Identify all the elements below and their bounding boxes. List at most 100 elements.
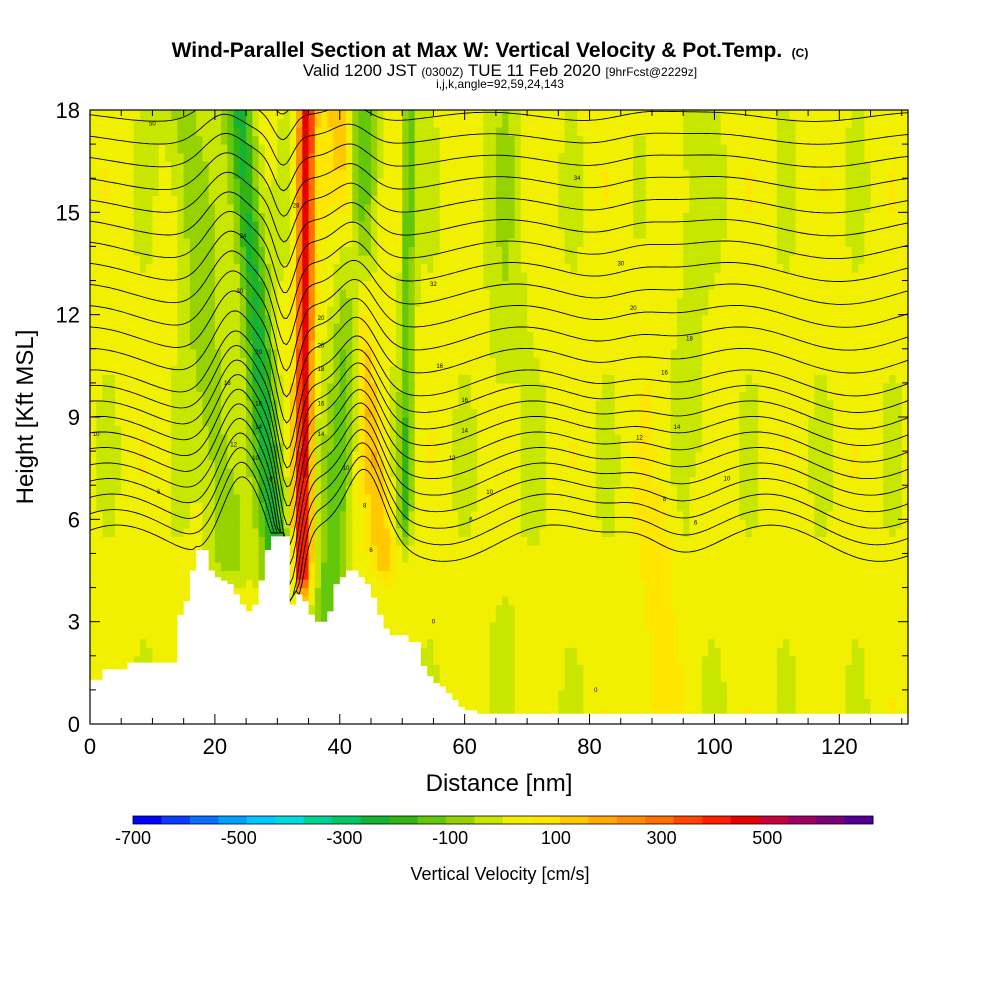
velocity-cell — [102, 408, 110, 418]
velocity-cell — [221, 365, 228, 375]
velocity-cell — [339, 212, 347, 222]
velocity-cell — [464, 272, 472, 282]
velocity-cell — [414, 399, 422, 410]
velocity-cell — [271, 178, 278, 188]
velocity-cell — [221, 297, 228, 307]
velocity-cell — [464, 527, 472, 537]
velocity-cell — [158, 203, 166, 213]
velocity-cell — [395, 544, 403, 555]
velocity-cell — [183, 331, 191, 341]
velocity-cell — [227, 510, 235, 520]
velocity-cell — [264, 425, 272, 435]
velocity-cell — [433, 553, 441, 563]
velocity-cell — [408, 468, 416, 478]
velocity-cell — [370, 280, 378, 290]
velocity-cell — [321, 203, 328, 213]
velocity-cell — [314, 570, 322, 580]
velocity-cell — [383, 579, 391, 589]
velocity-cell — [158, 357, 166, 367]
velocity-cell — [470, 212, 478, 222]
velocity-cell — [433, 408, 441, 418]
velocity-cell — [196, 254, 203, 265]
velocity-cell — [514, 706, 522, 717]
velocity-cell — [458, 510, 466, 520]
velocity-cell — [308, 297, 316, 307]
velocity-cell — [96, 280, 104, 290]
velocity-cell — [283, 118, 291, 128]
velocity-cell — [495, 263, 503, 273]
velocity-cell — [246, 561, 253, 572]
velocity-cell — [102, 306, 110, 316]
velocity-cell — [352, 417, 360, 427]
velocity-cell — [420, 110, 428, 120]
velocity-cell — [314, 510, 322, 520]
velocity-cell — [152, 579, 160, 589]
velocity-cell — [327, 425, 335, 435]
velocity-cell — [239, 161, 247, 171]
velocity-cell — [164, 186, 172, 196]
velocity-cell — [152, 604, 160, 614]
velocity-cell — [289, 468, 297, 478]
velocity-cell — [258, 374, 266, 384]
velocity-cell — [483, 587, 491, 597]
velocity-cell — [289, 314, 297, 324]
velocity-cell — [183, 357, 191, 367]
velocity-cell — [158, 604, 166, 614]
velocity-cell — [452, 561, 460, 572]
velocity-cell — [246, 357, 253, 367]
velocity-cell — [289, 493, 297, 503]
velocity-cell — [96, 672, 104, 682]
velocity-cell — [439, 135, 447, 145]
velocity-cell — [377, 297, 385, 307]
velocity-cell — [108, 280, 116, 290]
velocity-cell — [133, 203, 141, 213]
velocity-cell — [314, 161, 322, 171]
velocity-cell — [202, 127, 210, 137]
velocity-cell — [502, 536, 509, 546]
velocity-cell — [433, 579, 441, 589]
velocity-cell — [514, 459, 522, 469]
velocity-cell — [127, 110, 135, 120]
velocity-cell — [321, 306, 328, 316]
velocity-cell — [333, 229, 341, 239]
velocity-cell — [364, 408, 372, 418]
velocity-cell — [383, 237, 391, 248]
velocity-cell — [333, 468, 341, 478]
velocity-cell — [402, 263, 410, 273]
velocity-cell — [520, 681, 528, 691]
velocity-cell — [208, 510, 216, 520]
velocity-cell — [377, 596, 385, 606]
velocity-cell — [439, 664, 447, 674]
velocity-cell — [177, 118, 185, 128]
velocity-cell — [383, 169, 391, 179]
velocity-cell — [133, 365, 141, 375]
velocity-cell — [445, 357, 453, 367]
velocity-cell — [233, 127, 241, 137]
velocity-cell — [414, 434, 422, 444]
velocity-cell — [139, 152, 147, 162]
velocity-cell — [246, 468, 253, 478]
velocity-cell — [502, 220, 509, 230]
velocity-cell — [502, 425, 509, 435]
velocity-cell — [233, 272, 241, 282]
velocity-cell — [196, 212, 203, 222]
velocity-cell — [445, 374, 453, 384]
velocity-cell — [520, 561, 528, 572]
velocity-cell — [327, 263, 335, 273]
velocity-cell — [464, 408, 472, 418]
velocity-cell — [90, 374, 97, 384]
velocity-cell — [171, 451, 179, 461]
velocity-cell — [395, 399, 403, 410]
velocity-cell — [221, 306, 228, 316]
velocity-cell — [477, 169, 484, 179]
velocity-cell — [127, 297, 135, 307]
velocity-cell — [258, 544, 266, 555]
velocity-cell — [277, 459, 285, 469]
velocity-cell — [502, 544, 509, 555]
velocity-cell — [102, 604, 110, 614]
velocity-cell — [314, 152, 322, 162]
velocity-cell — [158, 178, 166, 188]
velocity-cell — [96, 178, 104, 188]
velocity-cell — [202, 544, 210, 555]
velocity-cell — [164, 169, 172, 179]
